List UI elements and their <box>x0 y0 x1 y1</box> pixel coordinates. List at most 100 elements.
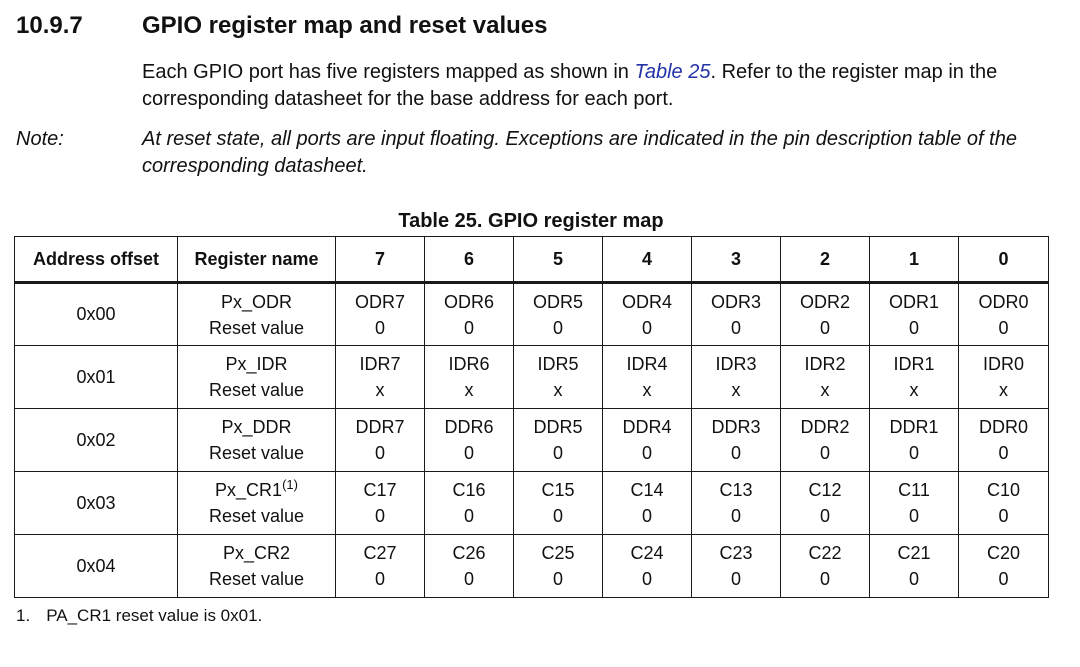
table-reference-link[interactable]: Table 25 <box>634 61 711 83</box>
bit-field-name: ODR0 <box>978 291 1029 312</box>
bit-reset-value: 0 <box>730 569 741 589</box>
bit-reset-value: 0 <box>374 443 385 463</box>
bit-reset-value: 0 <box>819 506 830 526</box>
bit-reset-value: 0 <box>552 317 563 338</box>
reset-value-label: Reset value <box>208 317 305 338</box>
header-bit-7: 7 <box>335 236 425 284</box>
bit-reset-value: 0 <box>641 317 652 338</box>
bit-cell: C17 0 <box>335 471 425 535</box>
register-name-line: Px_CR1(1) <box>215 477 298 503</box>
footnote-reference[interactable]: (1) <box>282 477 298 492</box>
bit-cell: IDR4 x <box>602 345 692 409</box>
note-text: At reset state, all ports are input floa… <box>142 128 1017 177</box>
bit-field-name: C14 <box>630 480 664 500</box>
bit-field-name: ODR3 <box>710 291 761 312</box>
bit-reset-value: x <box>553 380 563 400</box>
bit-field-name: ODR4 <box>621 291 672 312</box>
bit-cell: DDR4 0 <box>602 408 692 472</box>
table-row: 0x03 Px_CR1(1) Reset value C17 0 C16 0 C15 0 C14 0… <box>14 471 1049 535</box>
bit-reset-value: x <box>464 380 474 400</box>
bit-reset-value: 0 <box>641 569 652 589</box>
bit-field-name: IDR2 <box>804 354 846 374</box>
bit-cell: C21 0 <box>869 534 959 598</box>
bit-reset-value: 0 <box>374 569 385 589</box>
bit-field-name: ODR1 <box>888 291 939 312</box>
bit-reset-value: 0 <box>998 443 1009 463</box>
bit-cell: DDR1 0 <box>869 408 959 472</box>
table-caption: Table 25. GPIO register map <box>398 210 664 232</box>
bit-cell: ODR2 0 <box>780 282 870 346</box>
bit-reset-value: 0 <box>552 506 563 526</box>
bit-cell: ODR0 0 <box>958 282 1049 346</box>
bit-cell: C13 0 <box>691 471 781 535</box>
bit-field-name: IDR1 <box>893 354 935 374</box>
header-bit-0: 0 <box>958 236 1049 284</box>
bit-cell: ODR6 0 <box>424 282 514 346</box>
bit-cell: C14 0 <box>602 471 692 535</box>
section-number: 10.9.7 <box>16 12 83 39</box>
bit-reset-value: 0 <box>641 506 652 526</box>
bit-cell: C16 0 <box>424 471 514 535</box>
bit-field-name: DDR1 <box>889 417 939 437</box>
bit-reset-value: 0 <box>730 443 741 463</box>
bit-field-name: C13 <box>719 480 753 500</box>
bit-cell: C24 0 <box>602 534 692 598</box>
header-bit-6: 6 <box>424 236 514 284</box>
register-name-cell: Px_CR1(1) Reset value <box>177 471 336 535</box>
bit-cell: DDR5 0 <box>513 408 603 472</box>
intro-text-before: Each GPIO port has five registers mapped… <box>142 61 635 83</box>
header-bit-2: 2 <box>780 236 870 284</box>
bit-field-name: DDR4 <box>622 417 672 437</box>
header-bit-1: 1 <box>869 236 959 284</box>
bit-cell: IDR3 x <box>691 345 781 409</box>
bit-field-name: IDR7 <box>359 354 401 374</box>
footnote-number: 1. <box>16 606 31 625</box>
bit-cell: C20 0 <box>958 534 1049 598</box>
header-bit-5: 5 <box>513 236 603 284</box>
gpio-register-table: Address offset Register name 7 6 5 4 3 2… <box>14 236 1049 598</box>
bit-cell: ODR7 0 <box>335 282 425 346</box>
table-row: 0x02 Px_DDR Reset value DDR7 0 DDR6 0 DDR5 0 DDR4… <box>14 408 1049 472</box>
bit-cell: C10 0 <box>958 471 1049 535</box>
reset-value-label: Reset value <box>208 569 305 589</box>
bit-field-name: DDR7 <box>355 417 405 437</box>
bit-reset-value: 0 <box>998 317 1009 338</box>
intro-text-after: . Refer to the register map in the corre… <box>142 61 998 110</box>
address-offset-cell: 0x03 <box>14 471 178 535</box>
bit-cell: IDR7 x <box>335 345 425 409</box>
bit-cell: DDR0 0 <box>958 408 1049 472</box>
footnote-text: PA_CR1 reset value is 0x01. <box>46 606 263 625</box>
bit-cell: C22 0 <box>780 534 870 598</box>
bit-field-name: ODR6 <box>443 291 494 312</box>
header-bit-4: 4 <box>602 236 692 284</box>
bit-reset-value: 0 <box>463 317 474 338</box>
bit-cell: C12 0 <box>780 471 870 535</box>
reset-value-label: Reset value <box>208 506 305 526</box>
bit-reset-value: 0 <box>730 506 741 526</box>
bit-reset-value: 0 <box>998 569 1009 589</box>
intro-paragraph: Each GPIO port has five registers mapped… <box>142 59 1062 113</box>
bit-reset-value: 0 <box>374 506 385 526</box>
bit-field-name: C26 <box>452 543 486 563</box>
bit-reset-value: x <box>909 380 919 400</box>
bit-field-name: C25 <box>541 543 575 563</box>
address-offset-cell: 0x02 <box>14 408 178 472</box>
bit-field-name: C12 <box>808 480 842 500</box>
bit-field-name: C16 <box>452 480 486 500</box>
register-name-line: Px_ODR <box>221 289 292 315</box>
bit-cell: IDR6 x <box>424 345 514 409</box>
bit-field-name: DDR2 <box>800 417 850 437</box>
bit-reset-value: 0 <box>819 569 830 589</box>
section-title: GPIO register map and reset values <box>142 12 548 39</box>
bit-cell: ODR3 0 <box>691 282 781 346</box>
table-row: 0x01 Px_IDR Reset value IDR7 x IDR6 x IDR5 x IDR4… <box>14 345 1049 409</box>
note-label: Note: <box>16 128 64 150</box>
bit-field-name: IDR3 <box>715 354 757 374</box>
bit-reset-value: 0 <box>463 506 474 526</box>
bit-cell: C26 0 <box>424 534 514 598</box>
bit-cell: ODR5 0 <box>513 282 603 346</box>
bit-cell: C23 0 <box>691 534 781 598</box>
register-name-line: Px_IDR <box>225 351 287 377</box>
bit-field-name: C23 <box>719 543 753 563</box>
bit-cell: C25 0 <box>513 534 603 598</box>
